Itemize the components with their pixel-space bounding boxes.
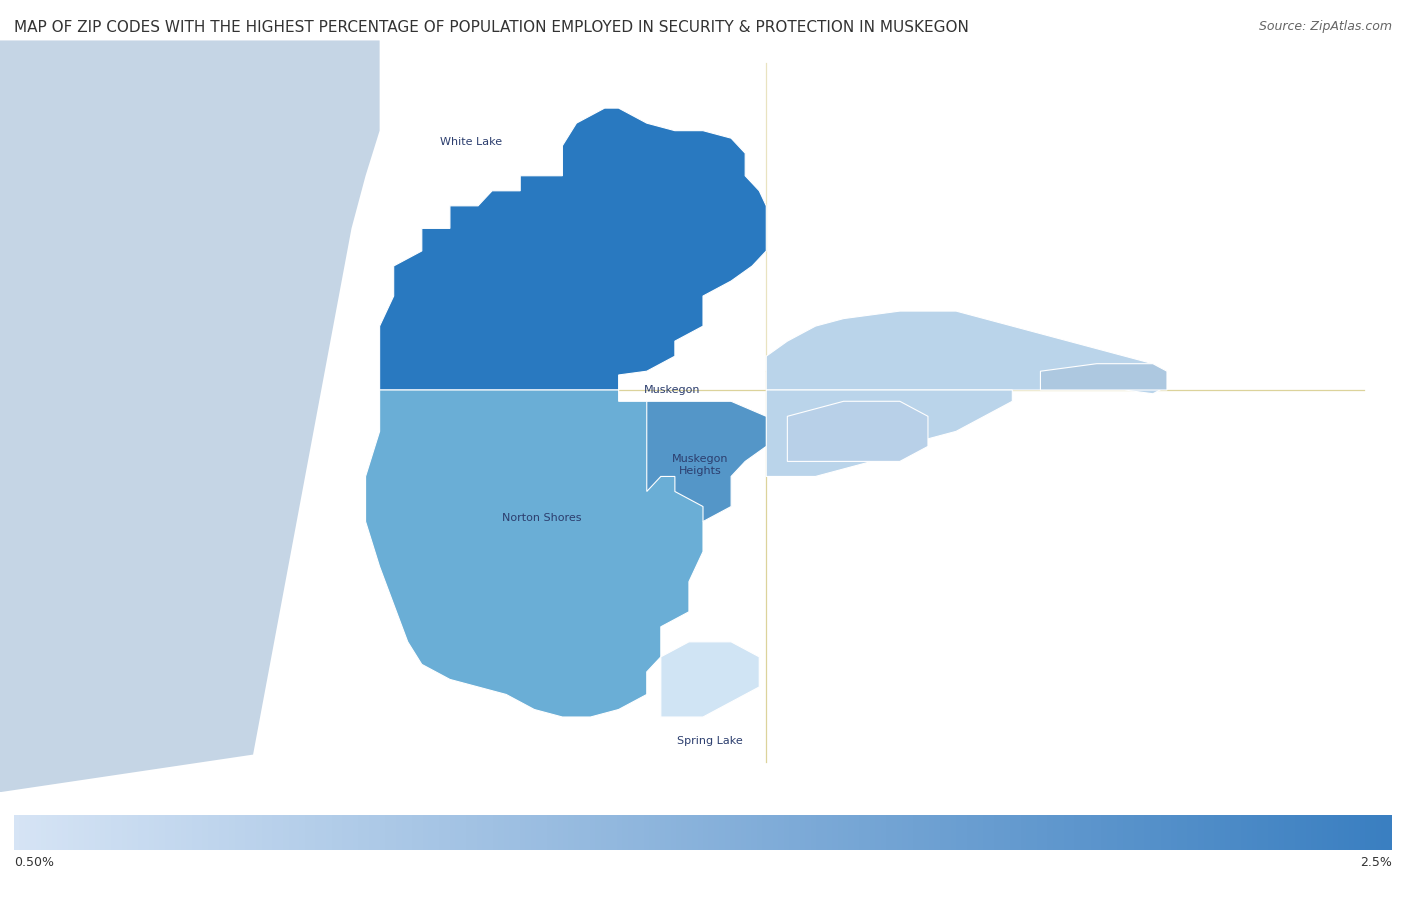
Polygon shape: [380, 108, 766, 390]
Polygon shape: [787, 401, 928, 461]
Text: 0.50%: 0.50%: [14, 856, 53, 868]
Text: White Lake: White Lake: [440, 137, 502, 147]
Text: Source: ZipAtlas.com: Source: ZipAtlas.com: [1258, 20, 1392, 32]
Text: Muskegon
Heights: Muskegon Heights: [672, 454, 728, 476]
Polygon shape: [661, 642, 759, 717]
Polygon shape: [1040, 364, 1167, 390]
Polygon shape: [647, 401, 766, 521]
Polygon shape: [0, 40, 380, 792]
Text: MAP OF ZIP CODES WITH THE HIGHEST PERCENTAGE OF POPULATION EMPLOYED IN SECURITY : MAP OF ZIP CODES WITH THE HIGHEST PERCEN…: [14, 20, 969, 35]
Polygon shape: [766, 311, 1167, 394]
Text: 2.5%: 2.5%: [1360, 856, 1392, 868]
Polygon shape: [766, 390, 1012, 476]
Text: Norton Shores: Norton Shores: [502, 512, 581, 523]
Text: Spring Lake: Spring Lake: [678, 736, 742, 746]
Polygon shape: [366, 390, 766, 717]
Text: Muskegon: Muskegon: [644, 385, 700, 395]
